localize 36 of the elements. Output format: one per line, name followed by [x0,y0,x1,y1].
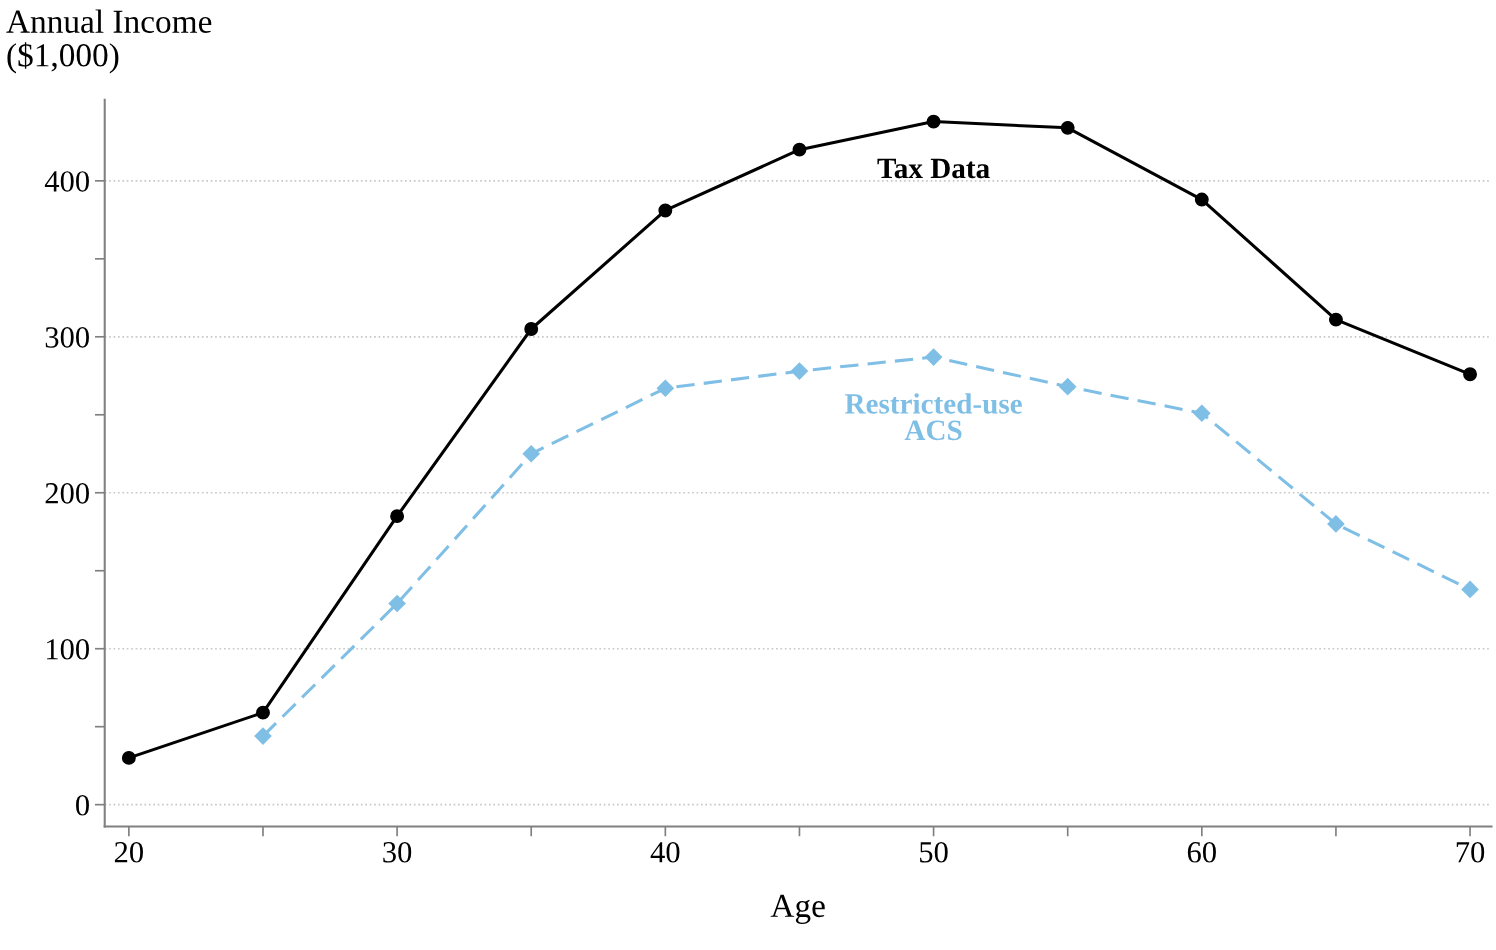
x-tick-label: 70 [1456,841,1485,863]
point [790,362,809,380]
point [1060,120,1075,135]
point [1193,404,1211,422]
point [1461,580,1479,599]
x-tick-label: 40 [650,841,680,863]
y-tick-label: 200 [45,483,89,504]
point [254,727,272,745]
y-tick-label: 0 [76,794,89,816]
y-tick-label: 400 [44,171,89,192]
point [522,445,540,463]
point [656,379,674,397]
point [792,142,807,157]
x-axis-title: Age [770,894,825,925]
series-label: Restricted-use ACS [844,393,1022,441]
y-tick-label: 300 [45,327,89,348]
point [1327,515,1345,533]
point [925,348,943,366]
series-label: Tax Data [877,158,990,179]
x-tick-label: 30 [383,841,412,863]
y-axis-title: Annual Income ($1,000) [6,9,212,74]
point [1328,312,1343,327]
y-tick-label: 100 [46,638,89,660]
point [256,705,270,720]
x-tick-label: 20 [114,841,143,863]
point [658,203,673,218]
point [926,114,941,129]
point [388,594,406,613]
point [1194,192,1209,207]
point [524,322,539,336]
x-tick-label: 60 [1187,841,1216,863]
x-tick-label: 50 [920,841,948,863]
point [121,750,136,765]
point [1059,378,1077,396]
point [390,509,405,524]
point [1463,367,1478,382]
